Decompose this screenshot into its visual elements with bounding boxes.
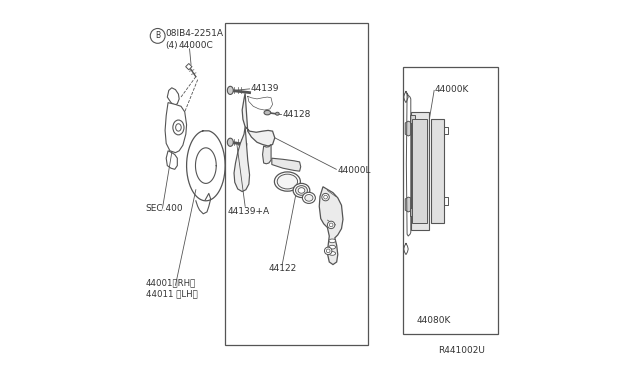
Polygon shape	[242, 93, 275, 146]
Text: 44080K: 44080K	[417, 316, 451, 325]
Ellipse shape	[329, 239, 335, 243]
Polygon shape	[272, 158, 301, 171]
Text: B: B	[155, 31, 160, 41]
Text: 44000K: 44000K	[435, 85, 469, 94]
Ellipse shape	[275, 172, 300, 191]
Text: 44001〈RH〉: 44001〈RH〉	[146, 279, 196, 288]
Polygon shape	[405, 197, 411, 212]
Ellipse shape	[296, 186, 307, 195]
Ellipse shape	[277, 174, 298, 189]
Bar	[410, 115, 415, 123]
Text: SEC.400: SEC.400	[146, 204, 184, 213]
Ellipse shape	[329, 251, 335, 255]
Text: 08IB4-2251A: 08IB4-2251A	[165, 29, 223, 38]
Circle shape	[324, 195, 328, 199]
Bar	[403, 67, 498, 334]
Circle shape	[150, 29, 165, 43]
Text: R441002U: R441002U	[438, 346, 486, 355]
Polygon shape	[167, 88, 179, 105]
Ellipse shape	[329, 245, 335, 249]
Text: (4): (4)	[165, 41, 178, 51]
Bar	[411, 112, 429, 231]
Bar	[410, 208, 415, 217]
Text: 44139+A: 44139+A	[227, 207, 269, 216]
Ellipse shape	[227, 138, 233, 146]
Ellipse shape	[298, 187, 305, 193]
Ellipse shape	[173, 120, 184, 135]
Polygon shape	[166, 151, 177, 169]
Text: 44122: 44122	[268, 264, 296, 273]
Polygon shape	[165, 103, 187, 153]
Ellipse shape	[293, 183, 310, 198]
Ellipse shape	[264, 110, 271, 115]
Polygon shape	[262, 144, 271, 164]
Circle shape	[328, 221, 335, 229]
Ellipse shape	[175, 124, 181, 131]
Text: 44128: 44128	[282, 110, 310, 119]
Text: 44000C: 44000C	[179, 41, 213, 51]
Polygon shape	[234, 127, 250, 192]
Bar	[225, 23, 368, 345]
Ellipse shape	[227, 86, 233, 94]
Ellipse shape	[305, 195, 313, 201]
Text: 44011 〈LH〉: 44011 〈LH〉	[146, 290, 198, 299]
Ellipse shape	[302, 192, 316, 203]
Polygon shape	[405, 121, 411, 136]
Bar	[186, 64, 192, 70]
Circle shape	[329, 223, 333, 227]
Text: 44139: 44139	[251, 84, 279, 93]
Circle shape	[324, 247, 332, 254]
Circle shape	[326, 249, 330, 253]
Ellipse shape	[276, 112, 279, 115]
Bar	[412, 119, 427, 223]
Circle shape	[322, 193, 329, 201]
Text: 44000L: 44000L	[337, 166, 371, 174]
Bar	[431, 119, 444, 223]
Polygon shape	[319, 187, 343, 264]
